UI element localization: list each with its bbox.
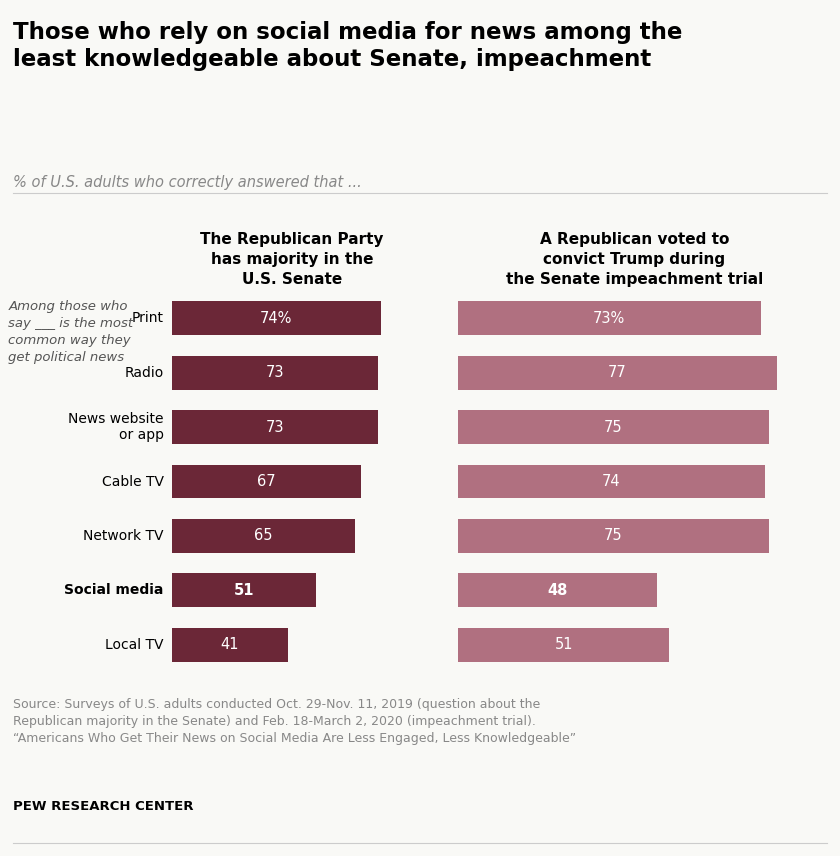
Text: 75: 75 <box>604 419 622 435</box>
Text: 48: 48 <box>547 583 568 597</box>
Text: 73: 73 <box>265 366 284 380</box>
Bar <box>172 628 287 662</box>
Bar <box>458 410 769 444</box>
Text: PEW RESEARCH CENTER: PEW RESEARCH CENTER <box>13 800 193 813</box>
Bar <box>172 519 355 553</box>
Text: 51: 51 <box>554 637 573 652</box>
Bar <box>458 574 657 607</box>
Bar <box>458 465 765 498</box>
Text: Radio: Radio <box>124 366 164 380</box>
Text: 74: 74 <box>602 474 621 489</box>
Bar <box>458 628 669 662</box>
Text: 73%: 73% <box>593 311 626 326</box>
Text: A Republican voted to
convict Trump during
the Senate impeachment trial: A Republican voted to convict Trump duri… <box>506 232 763 287</box>
Bar <box>458 519 769 553</box>
Text: Among those who
say ___ is the most
common way they
get political news: Among those who say ___ is the most comm… <box>8 300 134 364</box>
Bar <box>458 356 777 389</box>
Bar <box>458 301 761 335</box>
Bar <box>172 465 361 498</box>
Text: % of U.S. adults who correctly answered that ...: % of U.S. adults who correctly answered … <box>13 175 361 191</box>
Text: Print: Print <box>132 312 164 325</box>
Bar <box>172 356 378 389</box>
Text: 67: 67 <box>257 474 276 489</box>
Text: 75: 75 <box>604 528 622 544</box>
Text: Social media: Social media <box>65 583 164 597</box>
Text: 41: 41 <box>221 637 239 652</box>
Text: Those who rely on social media for news among the
least knowledgeable about Sena: Those who rely on social media for news … <box>13 21 682 71</box>
Bar <box>172 574 316 607</box>
Text: Cable TV: Cable TV <box>102 474 164 489</box>
Text: News website
or app: News website or app <box>68 412 164 443</box>
Bar <box>172 301 381 335</box>
Text: 51: 51 <box>234 583 255 597</box>
Text: The Republican Party
has majority in the
U.S. Senate: The Republican Party has majority in the… <box>200 232 384 287</box>
Bar <box>172 410 378 444</box>
Text: 73: 73 <box>265 419 284 435</box>
Text: Local TV: Local TV <box>105 638 164 651</box>
Text: 74%: 74% <box>260 311 292 326</box>
Text: 77: 77 <box>608 366 627 380</box>
Text: Network TV: Network TV <box>83 529 164 543</box>
Text: 65: 65 <box>255 528 273 544</box>
Text: Source: Surveys of U.S. adults conducted Oct. 29-Nov. 11, 2019 (question about t: Source: Surveys of U.S. adults conducted… <box>13 698 575 745</box>
